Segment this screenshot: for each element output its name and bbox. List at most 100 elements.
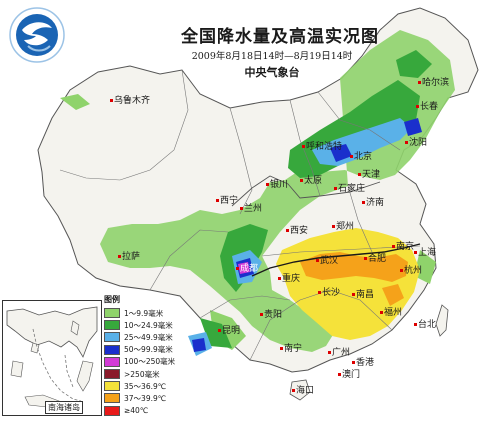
city-marker-icon — [350, 155, 353, 158]
city-label: 长沙 — [318, 288, 340, 298]
legend-swatch — [104, 332, 120, 343]
city-marker-icon — [266, 183, 269, 186]
rain-zone-torrential-ne — [404, 118, 422, 136]
city-marker-icon — [405, 141, 408, 144]
legend-swatch — [104, 308, 120, 319]
city-label: 上海 — [414, 248, 436, 258]
city-marker-icon — [240, 207, 243, 210]
city-marker-icon — [352, 293, 355, 296]
city-marker-icon — [364, 257, 367, 260]
legend-label: 10～24.9毫米 — [124, 320, 173, 330]
city-label: 成都 — [236, 264, 258, 274]
legend-swatch — [104, 356, 120, 367]
map-time-range: 2009年8月18日14时—8月19日14时 — [191, 51, 353, 62]
legend-item: >250毫米 — [104, 368, 184, 380]
city-label: 武汉 — [316, 256, 338, 266]
city-marker-icon — [380, 311, 383, 314]
map-title: 全国降水量及高温实况图 — [181, 27, 379, 47]
legend-swatch — [104, 381, 120, 392]
city-label: 广州 — [328, 348, 350, 358]
city-label: 呼和浩特 — [302, 142, 342, 152]
legend-label: 35～36.9℃ — [124, 381, 167, 391]
inset-label: 南海诸岛 — [45, 401, 83, 414]
rain-zone-light-coast — [414, 250, 436, 284]
city-marker-icon — [316, 259, 319, 262]
city-label: 南昌 — [352, 290, 374, 300]
city-marker-icon — [318, 291, 321, 294]
city-marker-icon — [392, 245, 395, 248]
city-marker-icon — [110, 99, 113, 102]
city-label: 杭州 — [400, 266, 422, 276]
city-label: 澳门 — [338, 370, 360, 380]
city-label: 海口 — [292, 386, 314, 396]
city-label: 天津 — [358, 170, 380, 180]
south-china-sea-inset — [2, 300, 102, 416]
legend-label: ≥40℃ — [124, 406, 149, 416]
rain-zone-torrential-north — [330, 144, 352, 162]
legend-item: ≥40℃ — [104, 405, 184, 417]
city-marker-icon — [332, 225, 335, 228]
rain-zone-moderate-ne — [396, 50, 432, 78]
legend-label: 50～99.9毫米 — [124, 345, 173, 355]
legend-item: 37～39.9℃ — [104, 392, 184, 404]
legend-item: 35～36.9℃ — [104, 380, 184, 392]
city-marker-icon — [358, 173, 361, 176]
city-label: 南京 — [392, 242, 414, 252]
map-agency: 中央气象台 — [244, 66, 300, 79]
legend-swatch — [104, 344, 120, 355]
city-label: 台北 — [414, 320, 436, 330]
city-label: 北京 — [350, 152, 372, 162]
legend-swatch — [104, 320, 120, 331]
rain-zone-extreme — [238, 262, 250, 274]
map-legend: 图例 1～9.9毫米 10～24.9毫米 25～49.9毫米 50～99.9毫米… — [104, 294, 184, 417]
city-marker-icon — [352, 361, 355, 364]
cma-logo — [8, 6, 66, 64]
legend-item: 50～99.9毫米 — [104, 344, 184, 356]
city-marker-icon — [218, 329, 221, 332]
city-marker-icon — [260, 313, 263, 316]
inset-map — [6, 306, 98, 408]
heat-zone-orange — [300, 252, 408, 282]
rain-zone-moderate-sw — [200, 318, 232, 348]
yangtze-river — [251, 243, 421, 277]
legend-item: 1～9.9毫米 — [104, 307, 184, 319]
cma-logo-icon — [9, 7, 65, 63]
city-marker-icon — [216, 199, 219, 202]
legend-item: 25～49.9毫米 — [104, 331, 184, 343]
city-marker-icon — [302, 145, 305, 148]
city-label: 石家庄 — [334, 184, 365, 194]
legend-label: 100～250毫米 — [124, 357, 176, 367]
city-label: 兰州 — [240, 204, 262, 214]
city-marker-icon — [416, 105, 419, 108]
city-marker-icon — [292, 389, 295, 392]
legend-label: 25～49.9毫米 — [124, 332, 173, 342]
city-label: 合肥 — [364, 254, 386, 264]
legend-item: 10～24.9毫米 — [104, 319, 184, 331]
taiwan-island — [435, 304, 449, 337]
city-marker-icon — [278, 277, 281, 280]
city-label: 长春 — [416, 102, 438, 112]
city-label: 福州 — [380, 308, 402, 318]
city-label: 沈阳 — [405, 138, 427, 148]
city-marker-icon — [118, 255, 121, 258]
city-label: 重庆 — [278, 274, 300, 284]
legend-title: 图例 — [104, 295, 120, 304]
legend-swatch — [104, 405, 120, 416]
city-label: 乌鲁木齐 — [110, 96, 150, 106]
city-marker-icon — [400, 269, 403, 272]
heat-zone-orange-south — [382, 284, 404, 306]
rain-zone-light-west — [60, 94, 90, 110]
city-marker-icon — [334, 187, 337, 190]
city-label: 西宁 — [216, 196, 238, 206]
city-label: 银川 — [266, 180, 288, 190]
city-label: 郑州 — [332, 222, 354, 232]
city-label: 济南 — [362, 198, 384, 208]
heat-zone-yellow — [276, 228, 420, 340]
city-label: 昆明 — [218, 326, 240, 336]
legend-swatch — [104, 393, 120, 404]
city-marker-icon — [286, 229, 289, 232]
city-label: 拉萨 — [118, 252, 140, 262]
legend-item: 100～250毫米 — [104, 356, 184, 368]
city-marker-icon — [414, 251, 417, 254]
city-marker-icon — [338, 373, 341, 376]
